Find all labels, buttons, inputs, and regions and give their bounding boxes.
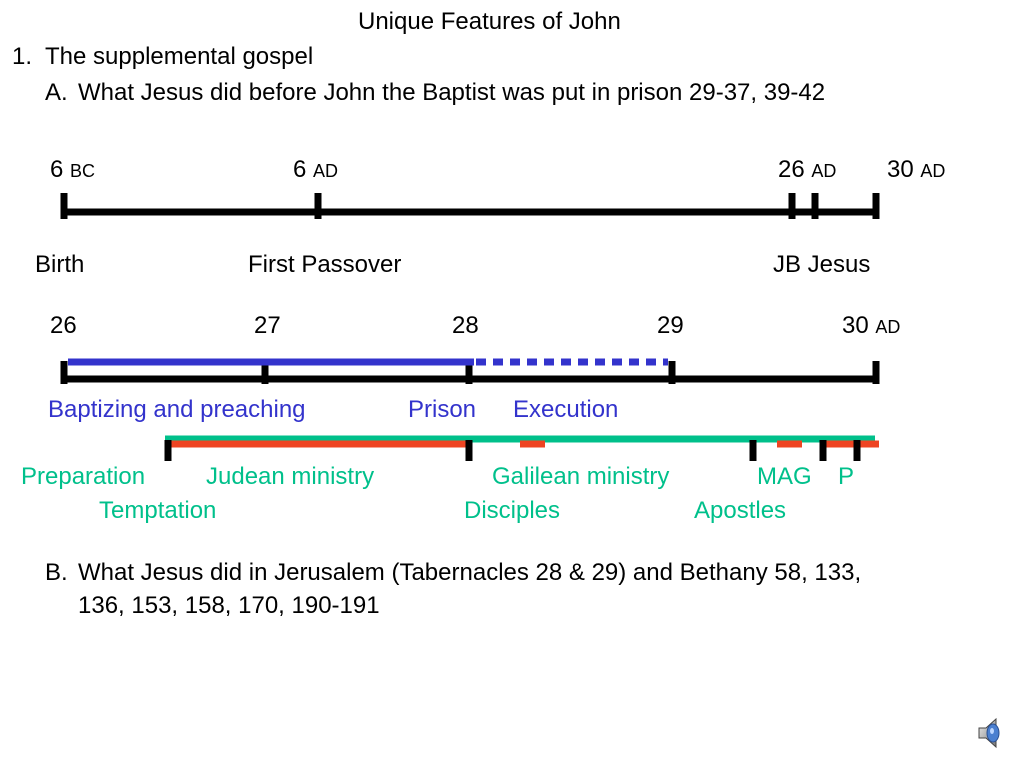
timeline-1-label-6bc: 6 BC: [50, 156, 96, 183]
point-1-number: 1.: [12, 43, 33, 70]
label-preparation: Preparation: [21, 463, 146, 490]
event-birth: Birth: [35, 251, 85, 278]
point-1-text: The supplemental gospel: [45, 43, 314, 70]
label-temptation: Temptation: [99, 497, 217, 524]
timeline-2-label-27: 27: [254, 312, 281, 339]
point-b-line-2: 136, 153, 158, 170, 190-191: [78, 592, 380, 619]
timeline-2-label-30ad: 30 AD: [842, 312, 901, 339]
timeline-2-label-26: 26: [50, 312, 77, 339]
label-baptizing-preaching: Baptizing and preaching: [48, 396, 306, 423]
point-b-letter: B.: [45, 559, 68, 586]
point-a-text: What Jesus did before John the Baptist w…: [78, 79, 826, 106]
timeline-1-label-30ad: 30 AD: [887, 156, 946, 183]
slide-title: Unique Features of John: [358, 8, 621, 35]
timeline-1: [60, 193, 880, 219]
label-mag: MAG: [757, 463, 812, 490]
speaker-icon[interactable]: [976, 716, 1010, 750]
timeline-1-label-6ad: 6 AD: [293, 156, 339, 183]
label-p: P: [838, 463, 855, 490]
label-judean-ministry: Judean ministry: [206, 463, 375, 490]
timeline-2-label-29: 29: [657, 312, 684, 339]
label-galilean-ministry: Galilean ministry: [492, 463, 670, 490]
label-disciples: Disciples: [464, 497, 561, 524]
label-apostles: Apostles: [694, 497, 787, 524]
label-execution: Execution: [513, 396, 619, 423]
timeline-2: [60, 358, 880, 384]
event-jb-jesus: JB Jesus: [773, 251, 871, 278]
timeline-1-label-26ad: 26 AD: [778, 156, 837, 183]
jesus-ministry-timeline: [164, 435, 879, 461]
timeline-2-label-28: 28: [452, 312, 479, 339]
event-first-passover: First Passover: [248, 251, 402, 278]
label-prison: Prison: [408, 396, 477, 423]
point-b-line-1: What Jesus did in Jerusalem (Tabernacles…: [78, 559, 862, 586]
point-a-letter: A.: [45, 79, 68, 106]
